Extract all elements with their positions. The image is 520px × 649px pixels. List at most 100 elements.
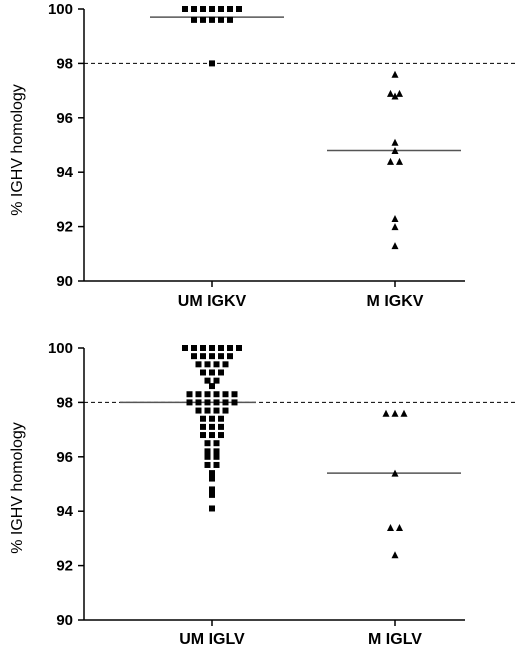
data-point-um-igkv [227, 6, 233, 12]
data-point-um-iglv [204, 399, 211, 406]
data-point-m-iglv [400, 409, 408, 417]
data-point-um-iglv [209, 432, 215, 439]
data-point-um-iglv [231, 391, 238, 398]
data-point-m-igkv [391, 242, 399, 250]
data-point-m-igkv [396, 157, 403, 165]
data-point-m-iglv [391, 469, 399, 477]
data-point-um-iglv [204, 377, 211, 384]
data-point-m-igkv [391, 70, 399, 78]
data-point-um-igkv [227, 16, 233, 23]
data-point-um-iglv [204, 391, 211, 398]
data-point-um-iglv [195, 407, 202, 414]
y-tick-label: 100 [48, 340, 73, 357]
data-point-um-iglv [191, 353, 197, 360]
data-point-um-iglv [204, 440, 211, 447]
data-point-um-iglv [213, 407, 220, 414]
data-point-um-iglv [209, 369, 215, 376]
data-point-um-iglv [200, 423, 206, 430]
y-tick-label: 92 [56, 558, 73, 575]
y-tick-label: 94 [56, 164, 73, 181]
data-point-m-iglv [382, 409, 390, 417]
data-point-um-iglv [222, 399, 229, 406]
data-point-m-igkv [391, 223, 399, 231]
data-point-um-iglv [209, 505, 215, 512]
y-tick-label: 90 [56, 273, 73, 290]
data-point-um-iglv [209, 470, 215, 477]
data-point-um-iglv [182, 345, 188, 351]
data-point-um-iglv [218, 432, 224, 439]
data-point-um-iglv [213, 453, 220, 460]
y-tick-label: 92 [56, 219, 73, 236]
y-ticks-bottom: 90 92 94 96 98 100 [48, 340, 84, 629]
data-point-m-iglv [396, 524, 403, 532]
data-points-top [182, 6, 403, 250]
data-point-um-igkv [209, 6, 215, 12]
data-point-m-igkv [391, 92, 399, 100]
category-label-m-iglv: M IGLV [368, 631, 422, 648]
y-tick-label: 90 [56, 612, 73, 629]
y-axis-title-bottom: % IGHV homology [9, 422, 26, 554]
y-ticks-top: 90 92 94 96 98 100 [48, 1, 84, 290]
panel-top: % IGHV homology 90 92 94 96 98 100 UM IGKV M … [9, 1, 516, 310]
data-point-um-iglv [195, 391, 202, 398]
data-point-um-iglv [186, 399, 193, 406]
data-point-um-igkv [200, 16, 206, 23]
y-tick-label: 98 [56, 55, 73, 72]
data-point-um-iglv [218, 423, 224, 430]
data-points-bottom [182, 345, 408, 559]
data-point-um-iglv [213, 361, 220, 368]
data-point-um-iglv [213, 440, 220, 447]
data-point-um-iglv [213, 448, 220, 455]
data-point-um-iglv [222, 361, 229, 368]
data-point-um-iglv [200, 432, 206, 439]
data-point-um-igkv [191, 6, 197, 12]
data-point-um-iglv [204, 453, 211, 460]
data-point-um-iglv [200, 345, 206, 351]
data-point-um-igkv [236, 6, 242, 12]
data-point-m-igkv [391, 214, 399, 222]
data-point-um-iglv [218, 345, 224, 351]
data-point-um-iglv [204, 461, 211, 468]
data-point-um-igkv [218, 6, 224, 12]
data-point-um-igkv [200, 6, 206, 12]
data-point-um-iglv [209, 353, 215, 360]
category-label-um-igkv: UM IGKV [178, 293, 247, 310]
y-tick-label: 98 [56, 394, 73, 411]
data-point-m-igkv [391, 138, 399, 146]
data-point-m-igkv [396, 89, 403, 97]
data-point-um-iglv [209, 491, 215, 498]
data-point-um-iglv [218, 353, 224, 360]
data-point-um-iglv [200, 353, 206, 360]
data-point-um-iglv [222, 391, 229, 398]
y-tick-label: 100 [48, 1, 73, 18]
data-point-m-igkv [391, 146, 399, 154]
data-point-um-iglv [231, 399, 238, 406]
data-point-um-igkv [218, 16, 224, 23]
data-point-um-iglv [213, 399, 220, 406]
data-point-um-iglv [209, 345, 215, 351]
y-tick-label: 96 [56, 449, 73, 466]
data-point-um-iglv [204, 407, 211, 414]
data-point-um-igkv [191, 16, 197, 23]
data-point-um-iglv [209, 383, 215, 390]
data-point-um-iglv [209, 475, 215, 482]
data-point-um-iglv [209, 423, 215, 430]
data-point-um-igkv [182, 6, 188, 12]
data-point-um-iglv [191, 345, 197, 351]
data-point-um-iglv [213, 377, 220, 384]
category-label-um-iglv: UM IGLV [179, 631, 245, 648]
panel-bottom: % IGHV homology 90 92 94 96 98 100 UM IGLV M … [9, 340, 516, 648]
data-point-um-igkv [209, 16, 215, 23]
y-tick-label: 94 [56, 503, 73, 520]
data-point-m-iglv [391, 409, 399, 417]
data-point-um-iglv [204, 361, 211, 368]
data-point-um-iglv [209, 486, 215, 493]
data-point-um-iglv [195, 361, 202, 368]
data-point-um-iglv [222, 407, 229, 414]
data-point-um-iglv [186, 391, 193, 398]
data-point-um-igkv [209, 60, 215, 67]
data-point-m-igkv [387, 157, 394, 165]
data-point-m-iglv [387, 524, 394, 532]
category-label-m-igkv: M IGKV [367, 293, 424, 310]
